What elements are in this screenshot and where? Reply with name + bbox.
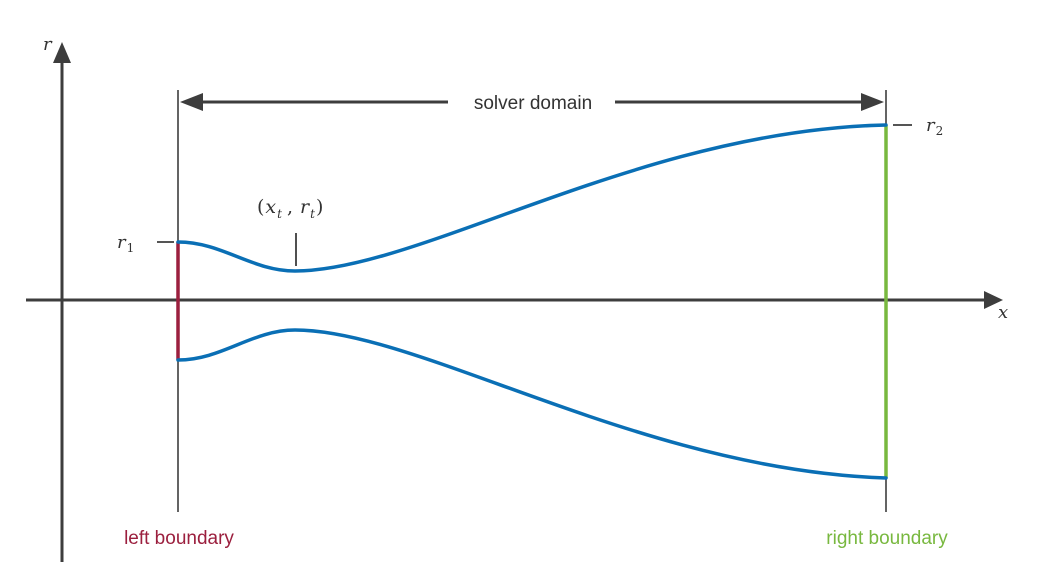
- throat-r-symbol: r: [300, 196, 311, 218]
- throat-x-subscript: t: [277, 207, 282, 221]
- ticks: [157, 124, 912, 266]
- boundaries: [176, 125, 888, 478]
- solver-domain-dimension: solver domain: [180, 93, 884, 114]
- boundary-captions: left boundary right boundary: [124, 528, 948, 549]
- r2-subscript: 2: [936, 124, 944, 138]
- r1-subscript: 1: [127, 241, 135, 255]
- domain-arrowhead-left: [180, 93, 203, 111]
- throat-label: (xt, rt): [257, 196, 323, 221]
- r-axis-arrowhead: [53, 42, 71, 63]
- throat-close-paren: ): [316, 196, 323, 218]
- nozzle-contour: [176, 123, 888, 480]
- axes: x r: [26, 34, 1008, 562]
- left-boundary-label: left boundary: [124, 528, 234, 549]
- throat-r-subscript: t: [310, 207, 315, 221]
- throat-x-symbol: x: [265, 196, 276, 218]
- right-boundary-label: right boundary: [826, 528, 948, 549]
- domain-label: solver domain: [474, 93, 592, 114]
- throat-open-paren: (: [257, 196, 264, 218]
- upper-wall-curve: [176, 123, 888, 273]
- r2-label: r2: [926, 115, 943, 138]
- domain-arrowhead-right: [861, 93, 884, 111]
- throat-comma: ,: [287, 196, 293, 218]
- r1-symbol: r: [117, 232, 127, 253]
- r-axis-label: r: [43, 34, 53, 55]
- x-axis-label: x: [998, 302, 1008, 323]
- r1-label: r1: [117, 232, 134, 255]
- lower-wall-curve: [176, 328, 888, 480]
- x-axis-arrowhead: [984, 291, 1003, 309]
- math-labels: r1 r2 (xt, rt): [117, 115, 943, 255]
- r2-symbol: r: [926, 115, 936, 136]
